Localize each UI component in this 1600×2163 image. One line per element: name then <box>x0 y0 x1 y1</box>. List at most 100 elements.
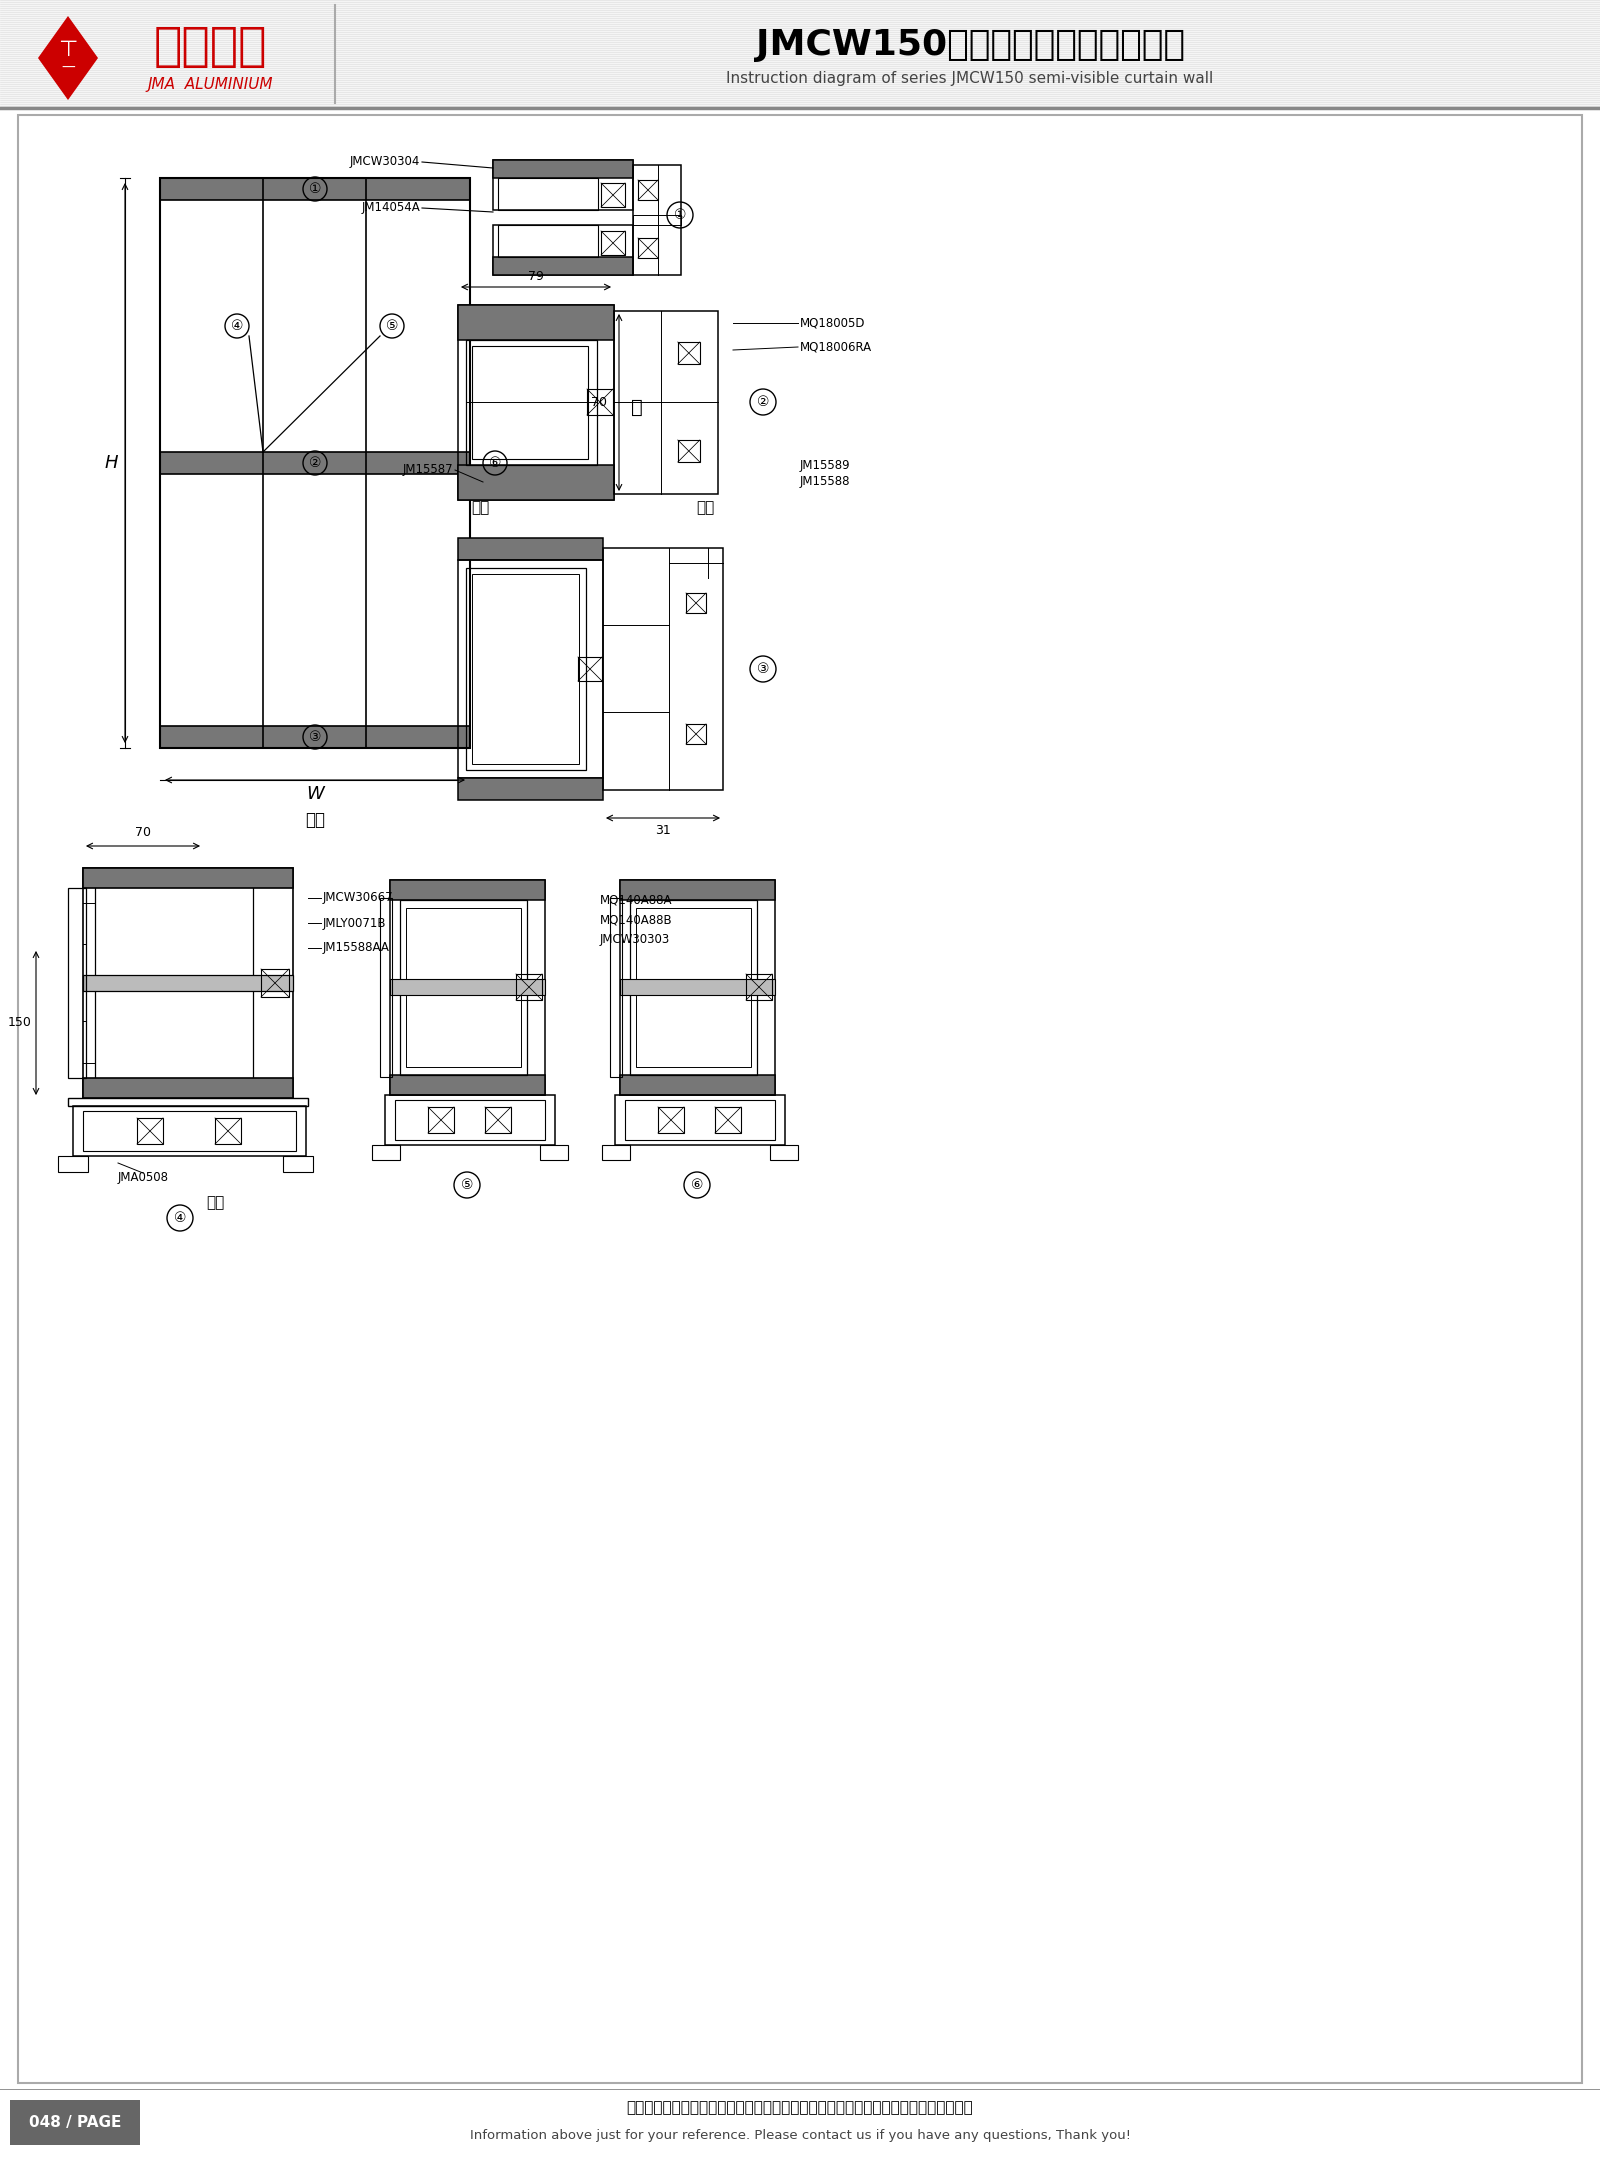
Bar <box>621 980 774 995</box>
Text: ③: ③ <box>757 662 770 677</box>
Bar <box>493 160 634 177</box>
Bar <box>160 452 470 474</box>
Bar <box>686 593 706 612</box>
Bar <box>83 1112 296 1151</box>
Bar <box>458 560 603 779</box>
Polygon shape <box>38 15 98 99</box>
Text: JMCW150系列横明竖隐幕墙结构图: JMCW150系列横明竖隐幕墙结构图 <box>755 28 1184 63</box>
Bar <box>160 177 470 748</box>
Bar <box>429 1107 454 1133</box>
Bar <box>610 898 622 1077</box>
Bar <box>381 898 392 1077</box>
Bar <box>686 725 706 744</box>
Bar <box>626 1101 774 1140</box>
Text: JM15588: JM15588 <box>800 476 851 489</box>
Bar <box>371 1144 400 1159</box>
Text: MQ140A88A: MQ140A88A <box>600 893 672 906</box>
Bar <box>458 779 603 800</box>
Text: ③: ③ <box>309 729 322 744</box>
Text: H: H <box>104 454 118 472</box>
Bar <box>83 867 293 889</box>
Text: ⑤: ⑤ <box>461 1179 474 1192</box>
Text: 室内: 室内 <box>470 500 490 515</box>
Text: Instruction diagram of series JMCW150 semi-visible curtain wall: Instruction diagram of series JMCW150 se… <box>726 71 1214 87</box>
Text: 048 / PAGE: 048 / PAGE <box>29 2115 122 2131</box>
Text: 室外: 室外 <box>206 1196 224 1211</box>
Text: ②: ② <box>757 396 770 409</box>
Bar <box>602 1144 630 1159</box>
Bar <box>0 0 1600 108</box>
Bar <box>83 976 293 991</box>
Bar <box>10 2100 141 2146</box>
Bar <box>94 880 253 1086</box>
Text: W: W <box>306 785 323 802</box>
Bar <box>630 900 757 1075</box>
Text: ⑤: ⑤ <box>386 318 398 333</box>
Bar <box>138 1118 163 1144</box>
Bar <box>74 1105 306 1155</box>
Bar <box>58 1155 88 1172</box>
Bar <box>515 973 542 999</box>
Bar <box>602 184 626 208</box>
Bar <box>493 160 634 210</box>
Text: JMCW30304: JMCW30304 <box>350 156 419 169</box>
Bar <box>493 225 634 275</box>
Bar <box>390 980 546 995</box>
Bar <box>498 225 598 257</box>
Bar <box>493 257 634 275</box>
Bar <box>390 1075 546 1094</box>
Text: 坚美铝业: 坚美铝业 <box>154 26 267 71</box>
Bar <box>395 1101 546 1140</box>
Text: ⑥: ⑥ <box>691 1179 704 1192</box>
Text: 图中所示型材截面、装配、编号、尺寸及重量仅供参考。如有疑问，请向本公司查询。: 图中所示型材截面、装配、编号、尺寸及重量仅供参考。如有疑问，请向本公司查询。 <box>627 2100 973 2115</box>
Bar <box>458 305 614 500</box>
Text: ①: ① <box>674 208 686 223</box>
Bar <box>638 180 658 199</box>
Text: JM15588AA: JM15588AA <box>323 941 390 954</box>
Bar <box>603 547 723 789</box>
Bar <box>406 908 522 1066</box>
Bar <box>386 1094 555 1144</box>
Text: 31: 31 <box>654 824 670 837</box>
Text: JMA  ALUMINIUM: JMA ALUMINIUM <box>147 78 272 93</box>
Bar <box>472 573 579 764</box>
Text: JM15589: JM15589 <box>800 459 851 472</box>
Bar <box>638 238 658 257</box>
Text: MQ140A88B: MQ140A88B <box>600 913 672 926</box>
Bar <box>541 1144 568 1159</box>
Bar <box>390 880 546 1094</box>
Text: JMCW30667: JMCW30667 <box>323 891 394 904</box>
Text: 室内: 室内 <box>306 811 325 828</box>
Bar <box>0 0 1600 108</box>
Bar <box>634 164 682 275</box>
Text: JMCW30303: JMCW30303 <box>600 934 670 947</box>
Text: ⊤: ⊤ <box>58 39 78 61</box>
Bar <box>458 465 614 500</box>
Text: JM15587: JM15587 <box>402 463 453 476</box>
Text: ④: ④ <box>230 318 243 333</box>
Bar <box>621 1075 774 1094</box>
Bar <box>472 346 589 459</box>
Bar <box>634 214 682 225</box>
Bar <box>283 1155 314 1172</box>
Bar <box>621 880 774 900</box>
Bar <box>498 177 598 210</box>
Bar <box>160 727 470 748</box>
Bar <box>578 658 602 681</box>
Text: Information above just for your reference. Please contact us if you have any que: Information above just for your referenc… <box>469 2128 1131 2141</box>
Bar <box>614 311 718 493</box>
Bar <box>160 177 470 199</box>
Bar <box>466 569 586 770</box>
Bar <box>67 889 86 1077</box>
Text: MQ18005D: MQ18005D <box>800 316 866 329</box>
Text: ②: ② <box>309 456 322 469</box>
Bar <box>261 969 290 997</box>
Bar <box>637 908 750 1066</box>
Bar <box>678 342 699 363</box>
Bar <box>746 973 771 999</box>
Bar <box>458 305 614 340</box>
Bar <box>587 389 613 415</box>
Bar <box>83 867 293 1099</box>
Bar <box>400 900 526 1075</box>
Text: ①: ① <box>309 182 322 197</box>
